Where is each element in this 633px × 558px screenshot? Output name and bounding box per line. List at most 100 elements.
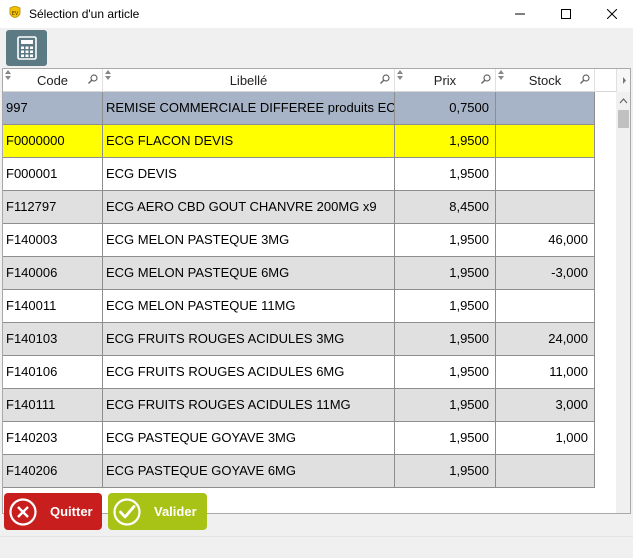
cell-libelle: ECG FRUITS ROUGES ACIDULES 6MG — [103, 356, 395, 389]
sort-icon — [498, 70, 504, 80]
cell-libelle: ECG FRUITS ROUGES ACIDULES 3MG — [103, 323, 395, 356]
column-label: Prix — [433, 73, 457, 88]
cell-libelle: REMISE COMMERCIALE DIFFEREE produits EC — [103, 92, 395, 125]
chevron-right-icon — [623, 77, 626, 84]
sort-icon — [105, 70, 111, 80]
validate-button[interactable]: Valider — [108, 493, 207, 530]
cell-code: F140006 — [3, 257, 103, 290]
search-icon[interactable] — [481, 74, 491, 84]
cell-prix: 1,9500 — [395, 257, 496, 290]
table-row[interactable]: F140106 ECG FRUITS ROUGES ACIDULES 6MG 1,9… — [3, 356, 595, 389]
close-icon — [607, 9, 617, 19]
cell-libelle: ECG DEVIS — [103, 158, 395, 191]
cell-stock — [496, 158, 595, 191]
cell-stock — [496, 191, 595, 224]
cell-libelle: ECG FRUITS ROUGES ACIDULES 11MG — [103, 389, 395, 422]
column-header-libelle[interactable]: Libellé — [103, 69, 395, 92]
cell-code: F112797 — [3, 191, 103, 224]
check-circle-icon — [113, 497, 141, 526]
vertical-scrollbar[interactable] — [616, 92, 631, 513]
cell-code: F140106 — [3, 356, 103, 389]
search-icon[interactable] — [380, 74, 390, 84]
window-title: Sélection d'un article — [29, 7, 140, 21]
validate-label: Valider — [154, 504, 197, 519]
dialog-content: Code Libellé Prix Stock 997 REMISE CO — [0, 28, 633, 558]
cell-code: F140011 — [3, 290, 103, 323]
cell-stock: 46,000 — [496, 224, 595, 257]
sort-icon — [5, 70, 11, 80]
column-header-stock[interactable]: Stock — [496, 69, 595, 92]
table-row[interactable]: F140011 ECG MELON PASTEQUE 11MG 1,9500 — [3, 290, 595, 323]
cell-code: 997 — [3, 92, 103, 125]
cell-libelle: ECG PASTEQUE GOYAVE 3MG — [103, 422, 395, 455]
table-row[interactable]: F000001 ECG DEVIS 1,9500 — [3, 158, 595, 191]
cell-stock: -3,000 — [496, 257, 595, 290]
calculator-button[interactable] — [6, 30, 47, 66]
sort-icon — [397, 70, 403, 80]
cell-stock: 11,000 — [496, 356, 595, 389]
svg-text:EV: EV — [12, 11, 19, 17]
articles-grid[interactable]: Code Libellé Prix Stock 997 REMISE CO — [2, 68, 631, 514]
cell-code: F140111 — [3, 389, 103, 422]
search-icon[interactable] — [580, 74, 590, 84]
cell-stock — [496, 290, 595, 323]
column-header-code[interactable]: Code — [3, 69, 103, 92]
app-logo-icon: EV — [8, 6, 22, 22]
scroll-thumb[interactable] — [618, 110, 629, 128]
maximize-button[interactable] — [543, 0, 589, 28]
status-bar — [0, 536, 633, 558]
close-circle-icon — [9, 497, 37, 526]
quit-label: Quitter — [50, 504, 93, 519]
cell-stock — [496, 125, 595, 158]
cell-prix: 1,9500 — [395, 389, 496, 422]
cell-prix: 1,9500 — [395, 224, 496, 257]
column-label: Libellé — [229, 73, 268, 88]
table-row[interactable]: F140006 ECG MELON PASTEQUE 6MG 1,9500 -3,00… — [3, 257, 595, 290]
cell-libelle: ECG AERO CBD GOUT CHANVRE 200MG x9 — [103, 191, 395, 224]
minimize-icon — [515, 13, 525, 15]
table-row[interactable]: F112797 ECG AERO CBD GOUT CHANVRE 200MG x… — [3, 191, 595, 224]
cell-libelle: ECG MELON PASTEQUE 6MG — [103, 257, 395, 290]
table-row[interactable]: 997 REMISE COMMERCIALE DIFFEREE produits … — [3, 92, 595, 125]
cell-stock — [496, 92, 595, 125]
table-row[interactable]: F0000000 ECG FLACON DEVIS 1,9500 — [3, 125, 595, 158]
cell-code: F140103 — [3, 323, 103, 356]
cell-prix: 1,9500 — [395, 290, 496, 323]
cell-code: F140206 — [3, 455, 103, 488]
cell-prix: 8,4500 — [395, 191, 496, 224]
cell-libelle: ECG MELON PASTEQUE 3MG — [103, 224, 395, 257]
cell-prix: 0,7500 — [395, 92, 496, 125]
cell-code: F0000000 — [3, 125, 103, 158]
cell-libelle: ECG FLACON DEVIS — [103, 125, 395, 158]
cell-stock: 3,000 — [496, 389, 595, 422]
column-label: Code — [36, 73, 69, 88]
table-row[interactable]: F140003 ECG MELON PASTEQUE 3MG 1,9500 46,00… — [3, 224, 595, 257]
quit-button[interactable]: Quitter — [4, 493, 102, 530]
table-row[interactable]: F140103 ECG FRUITS ROUGES ACIDULES 3MG 1,9… — [3, 323, 595, 356]
cell-code: F000001 — [3, 158, 103, 191]
table-row[interactable]: F140111 ECG FRUITS ROUGES ACIDULES 11MG 1,… — [3, 389, 595, 422]
cell-libelle: ECG MELON PASTEQUE 11MG — [103, 290, 395, 323]
grid-header: Code Libellé Prix Stock — [3, 69, 617, 92]
cell-prix: 1,9500 — [395, 422, 496, 455]
column-label: Stock — [528, 73, 562, 88]
table-row[interactable]: F140203 ECG PASTEQUE GOYAVE 3MG 1,9500 1,00… — [3, 422, 595, 455]
minimize-button[interactable] — [497, 0, 543, 28]
scroll-right-button[interactable] — [616, 69, 630, 92]
column-header-prix[interactable]: Prix — [395, 69, 496, 92]
title-bar: EV Sélection d'un article — [0, 0, 633, 28]
cell-prix: 1,9500 — [395, 356, 496, 389]
cell-stock: 24,000 — [496, 323, 595, 356]
cell-libelle: ECG PASTEQUE GOYAVE 6MG — [103, 455, 395, 488]
table-row[interactable]: F140206 ECG PASTEQUE GOYAVE 6MG 1,9500 — [3, 455, 595, 488]
scroll-up-icon[interactable] — [616, 94, 631, 108]
close-button[interactable] — [589, 0, 633, 28]
cell-code: F140003 — [3, 224, 103, 257]
cell-prix: 1,9500 — [395, 323, 496, 356]
cell-stock: 1,000 — [496, 422, 595, 455]
search-icon[interactable] — [88, 74, 98, 84]
calculator-icon — [16, 36, 37, 60]
maximize-icon — [561, 9, 571, 19]
cell-prix: 1,9500 — [395, 455, 496, 488]
cell-code: F140203 — [3, 422, 103, 455]
